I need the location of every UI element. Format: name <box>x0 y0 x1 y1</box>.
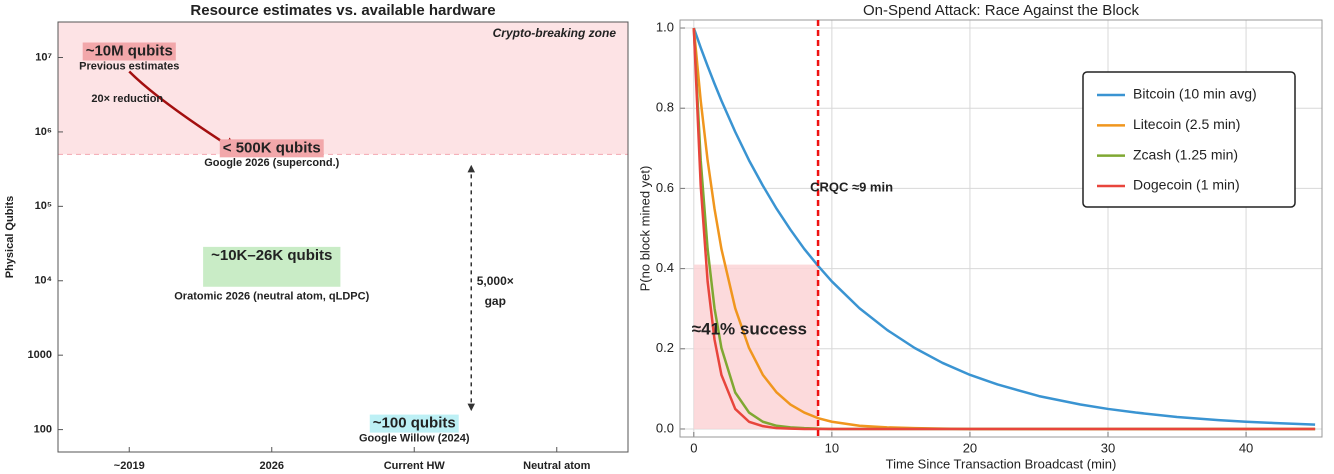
legend-label: Litecoin (2.5 min) <box>1133 116 1240 132</box>
success-shade <box>693 264 819 429</box>
y-tick-label: 1000 <box>28 349 52 361</box>
y-axis-label: P(no block mined yet) <box>637 166 652 292</box>
x-tick-label: 10 <box>825 440 839 455</box>
y-tick-label: 1.0 <box>656 19 674 34</box>
chart-title: On-Spend Attack: Race Against the Block <box>863 2 1139 19</box>
threshold-label: CRQC ≈9 min <box>810 179 893 194</box>
estimate-box <box>203 246 341 287</box>
estimate-label: ~100 qubits <box>373 415 456 432</box>
y-tick-label: 10⁵ <box>35 200 52 212</box>
y-tick-label: 0.0 <box>656 420 674 435</box>
x-axis-label: Time Since Transaction Broadcast (min) <box>886 456 1117 471</box>
legend-label: Zcash (1.25 min) <box>1133 146 1238 162</box>
x-tick-label: 20 <box>963 440 977 455</box>
y-tick-label: 10⁶ <box>35 126 52 138</box>
estimate-note: Google 2026 (supercond.) <box>204 157 339 169</box>
series-line <box>692 27 1316 431</box>
x-tick-label: 30 <box>1101 440 1115 455</box>
x-tick-label: ~2019 <box>114 460 145 472</box>
x-tick-label: 0 <box>690 440 697 455</box>
y-tick-label: 10⁴ <box>34 275 52 287</box>
y-tick-label: 0.2 <box>656 340 674 355</box>
y-axis-label: Physical Qubits <box>4 196 16 279</box>
estimate-note: Previous estimates <box>79 60 179 72</box>
x-tick-label: 40 <box>1239 440 1253 455</box>
estimate-box <box>369 414 459 433</box>
reduction-label: 20× reduction <box>91 93 163 105</box>
reduction-arrow <box>128 70 239 152</box>
legend-label: Dogecoin (1 min) <box>1133 177 1240 193</box>
estimate-label: ~10K–26K qubits <box>211 247 332 264</box>
estimate-box <box>82 42 176 61</box>
x-tick-label: Neutral atom <box>523 460 590 472</box>
gap-label: gap <box>485 294 506 308</box>
zone-label: Crypto-breaking zone <box>493 26 617 40</box>
series-line <box>692 27 1316 426</box>
estimate-note: Google Willow (2024) <box>359 433 470 445</box>
y-tick-label: 0.4 <box>656 260 674 275</box>
legend-label: Bitcoin (10 min avg) <box>1133 86 1257 102</box>
y-tick-label: 100 <box>34 424 52 436</box>
plot-frame <box>57 21 629 453</box>
chart-title: Resource estimates vs. available hardwar… <box>190 2 495 19</box>
y-tick-label: 0.8 <box>656 100 674 115</box>
y-tick-label: 10⁷ <box>35 51 52 63</box>
estimate-label: ~10M qubits <box>86 42 173 59</box>
x-tick-label: Current HW <box>384 460 446 472</box>
y-tick-label: 0.6 <box>656 180 674 195</box>
legend-box <box>1082 71 1296 208</box>
shade-label: ≈41% success <box>692 319 807 338</box>
gap-label: 5,000× <box>477 274 514 288</box>
estimate-note: Oratomic 2026 (neutral atom, qLDPC) <box>174 291 369 303</box>
plot-frame <box>679 19 1323 438</box>
x-tick-label: 2026 <box>260 460 284 472</box>
estimate-box <box>219 139 324 158</box>
estimate-label: < 500K qubits <box>223 139 321 156</box>
